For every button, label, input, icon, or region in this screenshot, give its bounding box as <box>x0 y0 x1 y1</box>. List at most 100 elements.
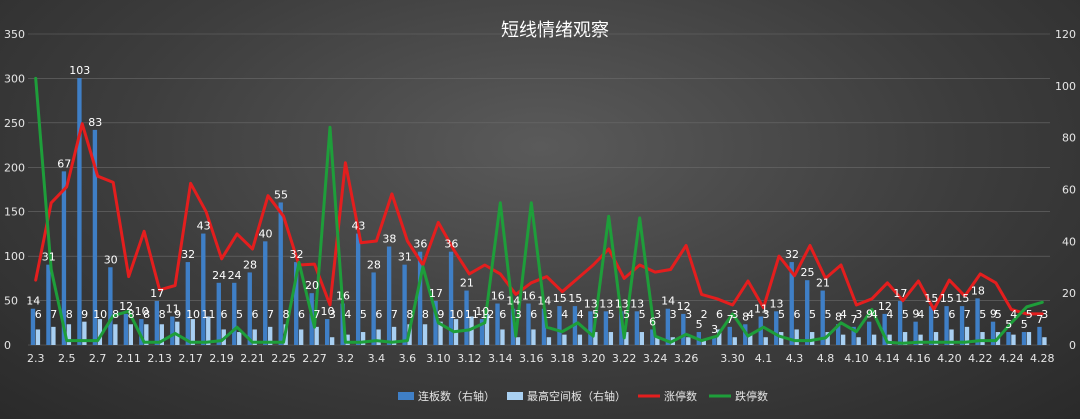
bar <box>46 264 51 345</box>
bar <box>809 332 815 345</box>
bar <box>918 334 923 345</box>
bar-data-label: 16 <box>491 290 505 303</box>
series-line <box>34 76 1044 345</box>
bar-data-label: 8 <box>66 308 73 321</box>
bar-data-label: 55 <box>274 188 288 201</box>
x-tick-label: 3.16 <box>519 352 544 365</box>
bar <box>546 337 552 345</box>
bar-data-label: 7 <box>727 313 734 326</box>
bar <box>619 311 624 345</box>
bar <box>541 308 547 345</box>
bar-data-label: 4 <box>1010 308 1017 321</box>
bar-data-label: 14 <box>661 295 675 308</box>
bar-data-label: 5 <box>696 318 703 331</box>
bar <box>1037 326 1042 345</box>
bar-data-label: 32 <box>181 248 195 261</box>
bar <box>469 316 474 345</box>
bar <box>252 329 257 345</box>
bar <box>748 334 753 345</box>
legend-swatch <box>507 392 523 400</box>
bar <box>500 329 505 345</box>
bar <box>422 324 428 345</box>
bar-data-label: 67 <box>57 157 71 170</box>
bar <box>949 329 954 345</box>
bar-data-label: 3 <box>670 308 677 321</box>
bar-data-label: 5 <box>933 308 940 321</box>
bar-data-label: 6 <box>499 308 506 321</box>
bar-data-label: 103 <box>69 64 90 77</box>
bar <box>763 337 768 345</box>
bar <box>902 332 908 345</box>
bar-data-label: 12 <box>119 300 133 313</box>
bar <box>825 332 830 345</box>
bar-data-label: 3 <box>855 308 862 321</box>
left-tick-label: 300 <box>4 72 25 85</box>
bar <box>624 332 629 345</box>
bar <box>758 316 763 345</box>
bar-data-label: 9 <box>437 308 444 321</box>
bar-data-label: 3 <box>711 323 718 336</box>
bar <box>206 316 211 345</box>
bar <box>216 282 221 345</box>
bar-data-label: 8 <box>128 308 135 321</box>
bar <box>35 329 41 345</box>
bar <box>376 329 381 345</box>
bar-data-label: 7 <box>1036 313 1043 326</box>
bar <box>794 329 799 345</box>
bar <box>66 324 72 345</box>
bar-data-label: 8 <box>422 308 429 321</box>
bar-data-label: 13 <box>770 297 784 310</box>
bar <box>247 272 252 345</box>
bar <box>634 311 640 345</box>
bar-data-label: 38 <box>382 233 396 246</box>
bar-data-label: 9 <box>912 308 919 321</box>
bar-data-label: 24 <box>228 269 242 282</box>
bar-data-label: 5 <box>592 308 599 321</box>
bar-data-label: 11 <box>166 302 180 315</box>
x-tick-label: 2.21 <box>240 352 265 365</box>
bar <box>840 334 846 345</box>
bar <box>717 329 722 345</box>
bar <box>681 313 686 345</box>
bar <box>144 324 149 345</box>
bar <box>866 321 872 345</box>
bar <box>515 337 521 345</box>
bar <box>835 324 841 345</box>
x-tick-label: 4.24 <box>999 352 1024 365</box>
bar <box>1021 332 1027 345</box>
bar-data-label: 20 <box>305 279 319 292</box>
bar <box>391 326 397 345</box>
bar <box>774 311 779 345</box>
bar-data-label: 31 <box>398 251 412 264</box>
x-tick-label: 2.7 <box>89 352 107 365</box>
bar-data-label: 4 <box>886 308 893 321</box>
bar-data-label: 16 <box>522 290 536 303</box>
bar-data-label: 43 <box>197 220 211 233</box>
bar <box>201 233 206 345</box>
x-tick-label: 4.14 <box>875 352 900 365</box>
bar-data-label: 17 <box>150 287 164 300</box>
bar-data-label: 6 <box>221 308 228 321</box>
bar-data-label: 11 <box>754 302 768 315</box>
bar <box>402 264 407 345</box>
x-axis-ticks: 2.3 2.5 2.7 2.11 2.13 2.17 2.19 2.21 2.25 2.27 3.2… <box>27 352 1055 365</box>
bar <box>232 282 237 345</box>
bar <box>588 311 593 345</box>
bar-data-label: 17 <box>893 287 907 300</box>
bar-data-label: 12 <box>480 308 494 321</box>
bar <box>990 321 996 345</box>
left-tick-label: 150 <box>4 206 25 219</box>
bar-data-label: 15 <box>553 292 567 305</box>
x-tick-label: 3.22 <box>612 352 637 365</box>
bar <box>123 313 129 345</box>
right-tick-label: 60 <box>1062 184 1076 197</box>
bar-data-label: 3 <box>1041 308 1048 321</box>
bar-data-label: 6 <box>35 308 42 321</box>
bar <box>650 329 655 345</box>
bar <box>113 324 118 345</box>
bar-data-label: 10 <box>475 305 489 318</box>
bar <box>154 300 160 345</box>
bar-data-label: 10 <box>93 308 107 321</box>
x-tick-label: 3.10 <box>426 352 451 365</box>
